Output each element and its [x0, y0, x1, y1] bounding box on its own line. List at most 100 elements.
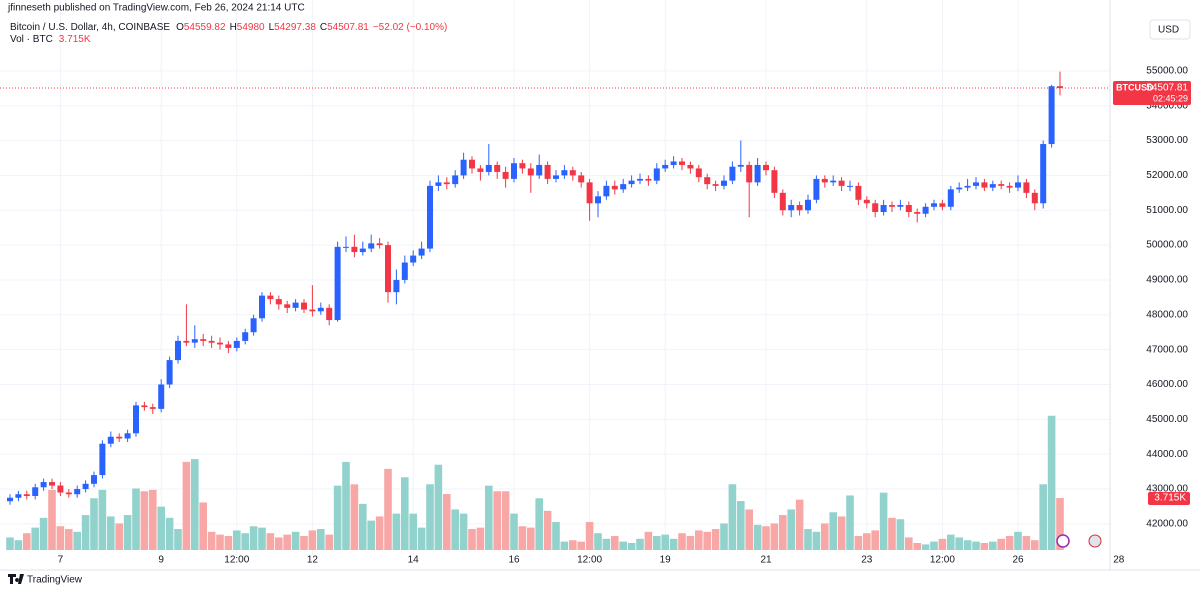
candle-body — [502, 171, 509, 179]
x-tick-label: 26 — [1012, 555, 1024, 566]
volume-bar — [1014, 531, 1022, 550]
currency-button[interactable] — [1149, 19, 1191, 40]
y-tick-label: 45000.00 — [1146, 414, 1188, 425]
volume-bar — [140, 491, 149, 550]
candle-body — [544, 164, 551, 179]
l-value: 54297.38 — [274, 22, 316, 33]
volume-bar — [115, 523, 123, 550]
l-prefix: L — [269, 22, 275, 33]
o-value: 54559.82 — [184, 22, 226, 33]
volume-bar — [258, 527, 266, 550]
volume-bar — [417, 527, 426, 550]
candle-body — [737, 164, 744, 167]
volume-bar — [216, 534, 224, 550]
candle-body — [284, 304, 291, 308]
c-value: 54507.81 — [327, 22, 369, 33]
candle-body — [376, 243, 383, 246]
volume-bar — [795, 499, 804, 550]
volume-bar — [913, 543, 921, 550]
logo-icon — [8, 574, 24, 584]
volume-bar — [300, 536, 308, 550]
volume-bar — [510, 513, 518, 550]
candle-body — [477, 168, 484, 172]
candle-body — [939, 203, 946, 207]
volume-bar — [375, 516, 384, 550]
candle-body — [704, 177, 711, 185]
volume-title: Vol · BTC — [10, 34, 53, 45]
volume-bar — [249, 526, 258, 550]
volume-bar — [728, 484, 737, 550]
volume-bar — [1005, 536, 1014, 550]
candle-body — [855, 185, 862, 200]
y-tick-label: 52000.00 — [1146, 170, 1188, 181]
volume-bar — [1022, 536, 1031, 550]
candle-body — [368, 243, 375, 249]
candle-body — [637, 178, 643, 181]
candle-body — [385, 245, 391, 293]
candle-body — [57, 485, 64, 493]
candle-body — [981, 182, 988, 188]
candle-body — [553, 175, 559, 179]
volume-bar — [737, 501, 745, 550]
candle-body — [469, 159, 475, 169]
candle-body — [225, 344, 232, 348]
x-tick-label: 12:00 — [930, 555, 955, 566]
candle-body — [595, 196, 601, 204]
volume-bar — [527, 527, 535, 550]
candle-body — [309, 309, 316, 312]
y-tick-label: 48000.00 — [1146, 309, 1188, 320]
volume-bar — [468, 529, 476, 550]
volume-bar — [753, 524, 762, 550]
candle-body — [721, 180, 727, 186]
candle-body — [830, 180, 837, 183]
candle-body — [401, 262, 408, 280]
volume-bar — [829, 512, 837, 550]
event-icon[interactable] — [1056, 534, 1070, 548]
candle-body — [292, 302, 299, 308]
y-tick-label: 44000.00 — [1146, 449, 1188, 460]
volume-bar — [224, 536, 233, 550]
volume-bar — [552, 522, 560, 550]
candle-body — [1048, 86, 1055, 145]
candle-body — [116, 436, 123, 439]
x-tick-label: 9 — [158, 555, 164, 566]
volume-bar — [31, 527, 39, 550]
volume-bar — [56, 526, 65, 550]
candle-body — [712, 184, 719, 186]
volume-bar — [703, 531, 711, 550]
candle-body — [166, 360, 173, 385]
y-tick-label: 53000.00 — [1146, 135, 1188, 146]
candle-body — [326, 307, 333, 321]
volume-bar — [619, 541, 627, 550]
volume-bar — [266, 533, 275, 550]
y-tick-label: 43000.00 — [1146, 484, 1188, 495]
candle-body — [259, 295, 265, 319]
candle-body — [351, 246, 358, 253]
candle-body — [40, 482, 47, 488]
candle-body — [443, 182, 450, 185]
volume-bar — [711, 529, 720, 550]
candle-body — [880, 205, 887, 212]
volume-bar — [459, 513, 468, 550]
volume-bar — [426, 484, 434, 550]
flag-icon[interactable] — [1088, 534, 1102, 548]
candle-body — [998, 184, 1005, 186]
volume-bar — [308, 530, 317, 550]
volume-bar — [602, 538, 611, 550]
x-tick-label: 28 — [1113, 555, 1125, 566]
volume-bar — [132, 488, 140, 550]
candle-body — [359, 248, 366, 253]
candle-body — [695, 168, 702, 178]
currency[interactable]: USD — [1158, 25, 1179, 36]
candle-body — [217, 342, 223, 345]
volume-bar — [669, 538, 678, 550]
candle-body — [989, 184, 996, 188]
candle-body — [586, 182, 593, 204]
candle-body — [931, 203, 937, 207]
o-prefix: O — [176, 22, 184, 33]
footer-logo: TradingView — [8, 574, 83, 586]
volume-bar — [947, 534, 955, 550]
volume-bar — [23, 533, 31, 550]
candle-body — [82, 483, 89, 490]
